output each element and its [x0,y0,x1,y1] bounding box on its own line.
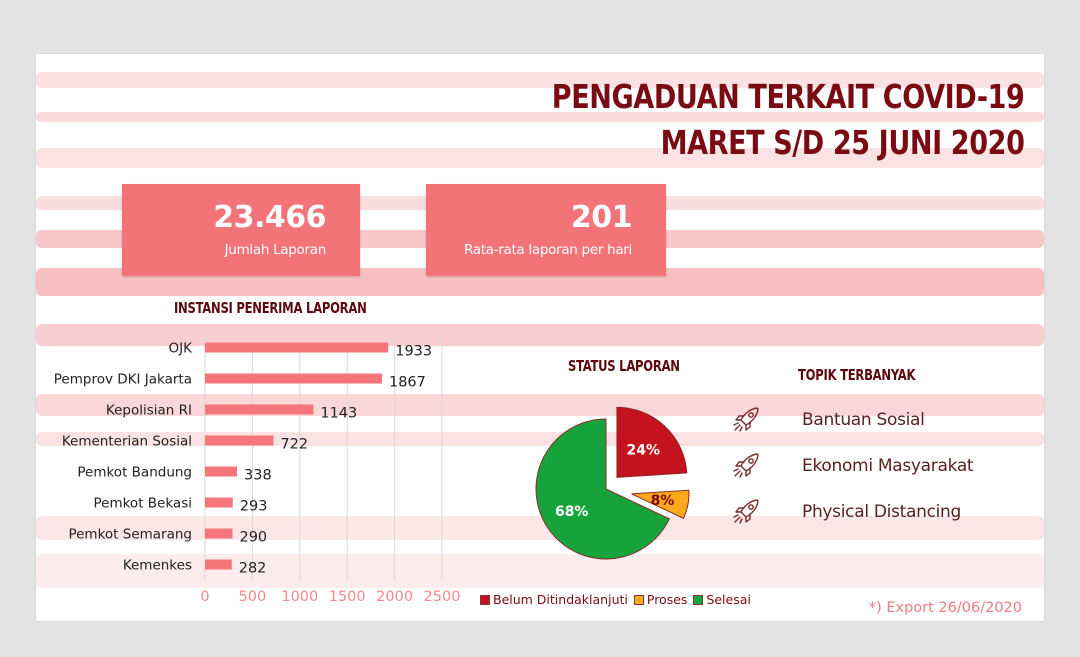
bar-category-label: Kepolisian RI [106,403,192,419]
x-tick-label: 500 [239,589,267,605]
title-line-2: MARET S/D 25 JUNI 2020 [660,123,1024,162]
pie-legend: Belum Ditindaklanjuti Proses Selesai [480,592,751,607]
kpi-total-value: 23.466 [213,200,326,235]
x-tick-label: 1000 [281,589,318,605]
pie-value-label: 68% [555,504,589,520]
pie-value-label: 24% [627,442,661,458]
rocket-icon [733,407,759,432]
legend-label-proses: Proses [646,592,688,607]
kpi-total-label: Jumlah Laporan [224,242,327,258]
kpi-average-value: 201 [570,200,633,235]
section-title-status: STATUS LAPORAN [568,357,680,375]
bar [205,373,382,384]
bar-value-label: 338 [244,468,272,484]
bar [205,404,314,415]
kpi-daily-average: 201 Rata-rata laporan per hari [426,184,666,276]
bar-category-label: Kementerian Sosial [62,434,192,450]
legend-label-belum: Belum Ditindaklanjuti [493,592,628,607]
pie-slice-belum [616,406,688,478]
pie-slice-selesai [535,418,671,560]
section-title-topik: TOPIK TERBANYAK [798,366,916,384]
topic-label: Physical Distancing [802,502,962,522]
topic-item: Bantuan Sosial [730,400,925,440]
section-title-instansi: INSTANSI PENERIMA LAPORAN [174,299,367,317]
legend-item-selesai: Selesai [693,592,751,607]
export-footnote: *) Export 26/06/2020 [868,600,1022,616]
bar-value-label: 1867 [389,375,426,391]
bar-value-label: 722 [280,437,308,453]
pie-slice-proses [631,489,690,519]
bar-category-label: Kemenkes [123,558,192,574]
bar-value-label: 1933 [395,344,432,360]
page-title: PENGADUAN TERKAIT COVID-19 MARET S/D 25 … [551,74,1024,166]
decor-stripe [36,432,1044,446]
bar-category-label: Pemprov DKI Jakarta [54,372,192,388]
bar [205,559,232,570]
bar-category-label: Pemkot Semarang [68,527,192,543]
title-line-1: PENGADUAN TERKAIT COVID-19 [551,77,1024,116]
legend-label-selesai: Selesai [706,592,751,607]
legend-item-proses: Proses [633,592,688,607]
bar [205,435,274,446]
kpi-total-reports: 23.466 Jumlah Laporan [122,184,360,276]
bar [205,497,233,508]
x-tick-label: 0 [200,589,209,605]
topic-item: Ekonomi Masyarakat [730,446,974,486]
decor-stripe [36,72,1044,88]
x-tick-label: 2000 [376,589,413,605]
topic-label: Ekonomi Masyarakat [802,456,974,476]
pie-chart: 24% 8% 68% [535,406,690,560]
decor-stripe [36,148,1044,168]
kpi-average-label: Rata-rata laporan per hari [463,242,632,258]
legend-swatch-belum [480,594,490,605]
rocket-icon [733,499,759,524]
x-tick-label: 2500 [424,589,461,605]
legend-swatch-proses [633,594,644,605]
infographic-slide: PENGADUAN TERKAIT COVID-19 MARET S/D 25 … [36,54,1044,621]
bar-value-label: 293 [240,499,268,515]
bar [205,466,238,477]
legend-item-belum: Belum Ditindaklanjuti [480,592,628,607]
x-tick-label: 1500 [329,589,366,605]
bar-value-label: 1143 [320,406,357,422]
topic-item: Physical Distancing [730,492,961,532]
topic-label: Bantuan Sosial [802,410,925,430]
bar-category-label: Pemkot Bandung [77,465,192,481]
bar-value-label: 290 [239,530,267,546]
decor-stripe [36,112,1044,122]
legend-swatch-selesai [693,594,704,605]
decor-stripe [36,554,1044,588]
decor-stripe [36,324,1044,346]
bar [205,528,233,539]
rocket-icon [733,453,759,478]
bar-chart: 0 500 1000 1500 2000 2500 OJK 1933 Pemprov DKI J… [54,332,461,605]
decor-stripe [36,516,1044,540]
bar-category-label: Pemkot Bekasi [93,496,192,512]
bar-category-label: OJK [169,341,194,357]
bar-value-label: 282 [239,561,267,577]
pie-value-label: 8% [651,493,675,509]
bar [205,342,389,353]
